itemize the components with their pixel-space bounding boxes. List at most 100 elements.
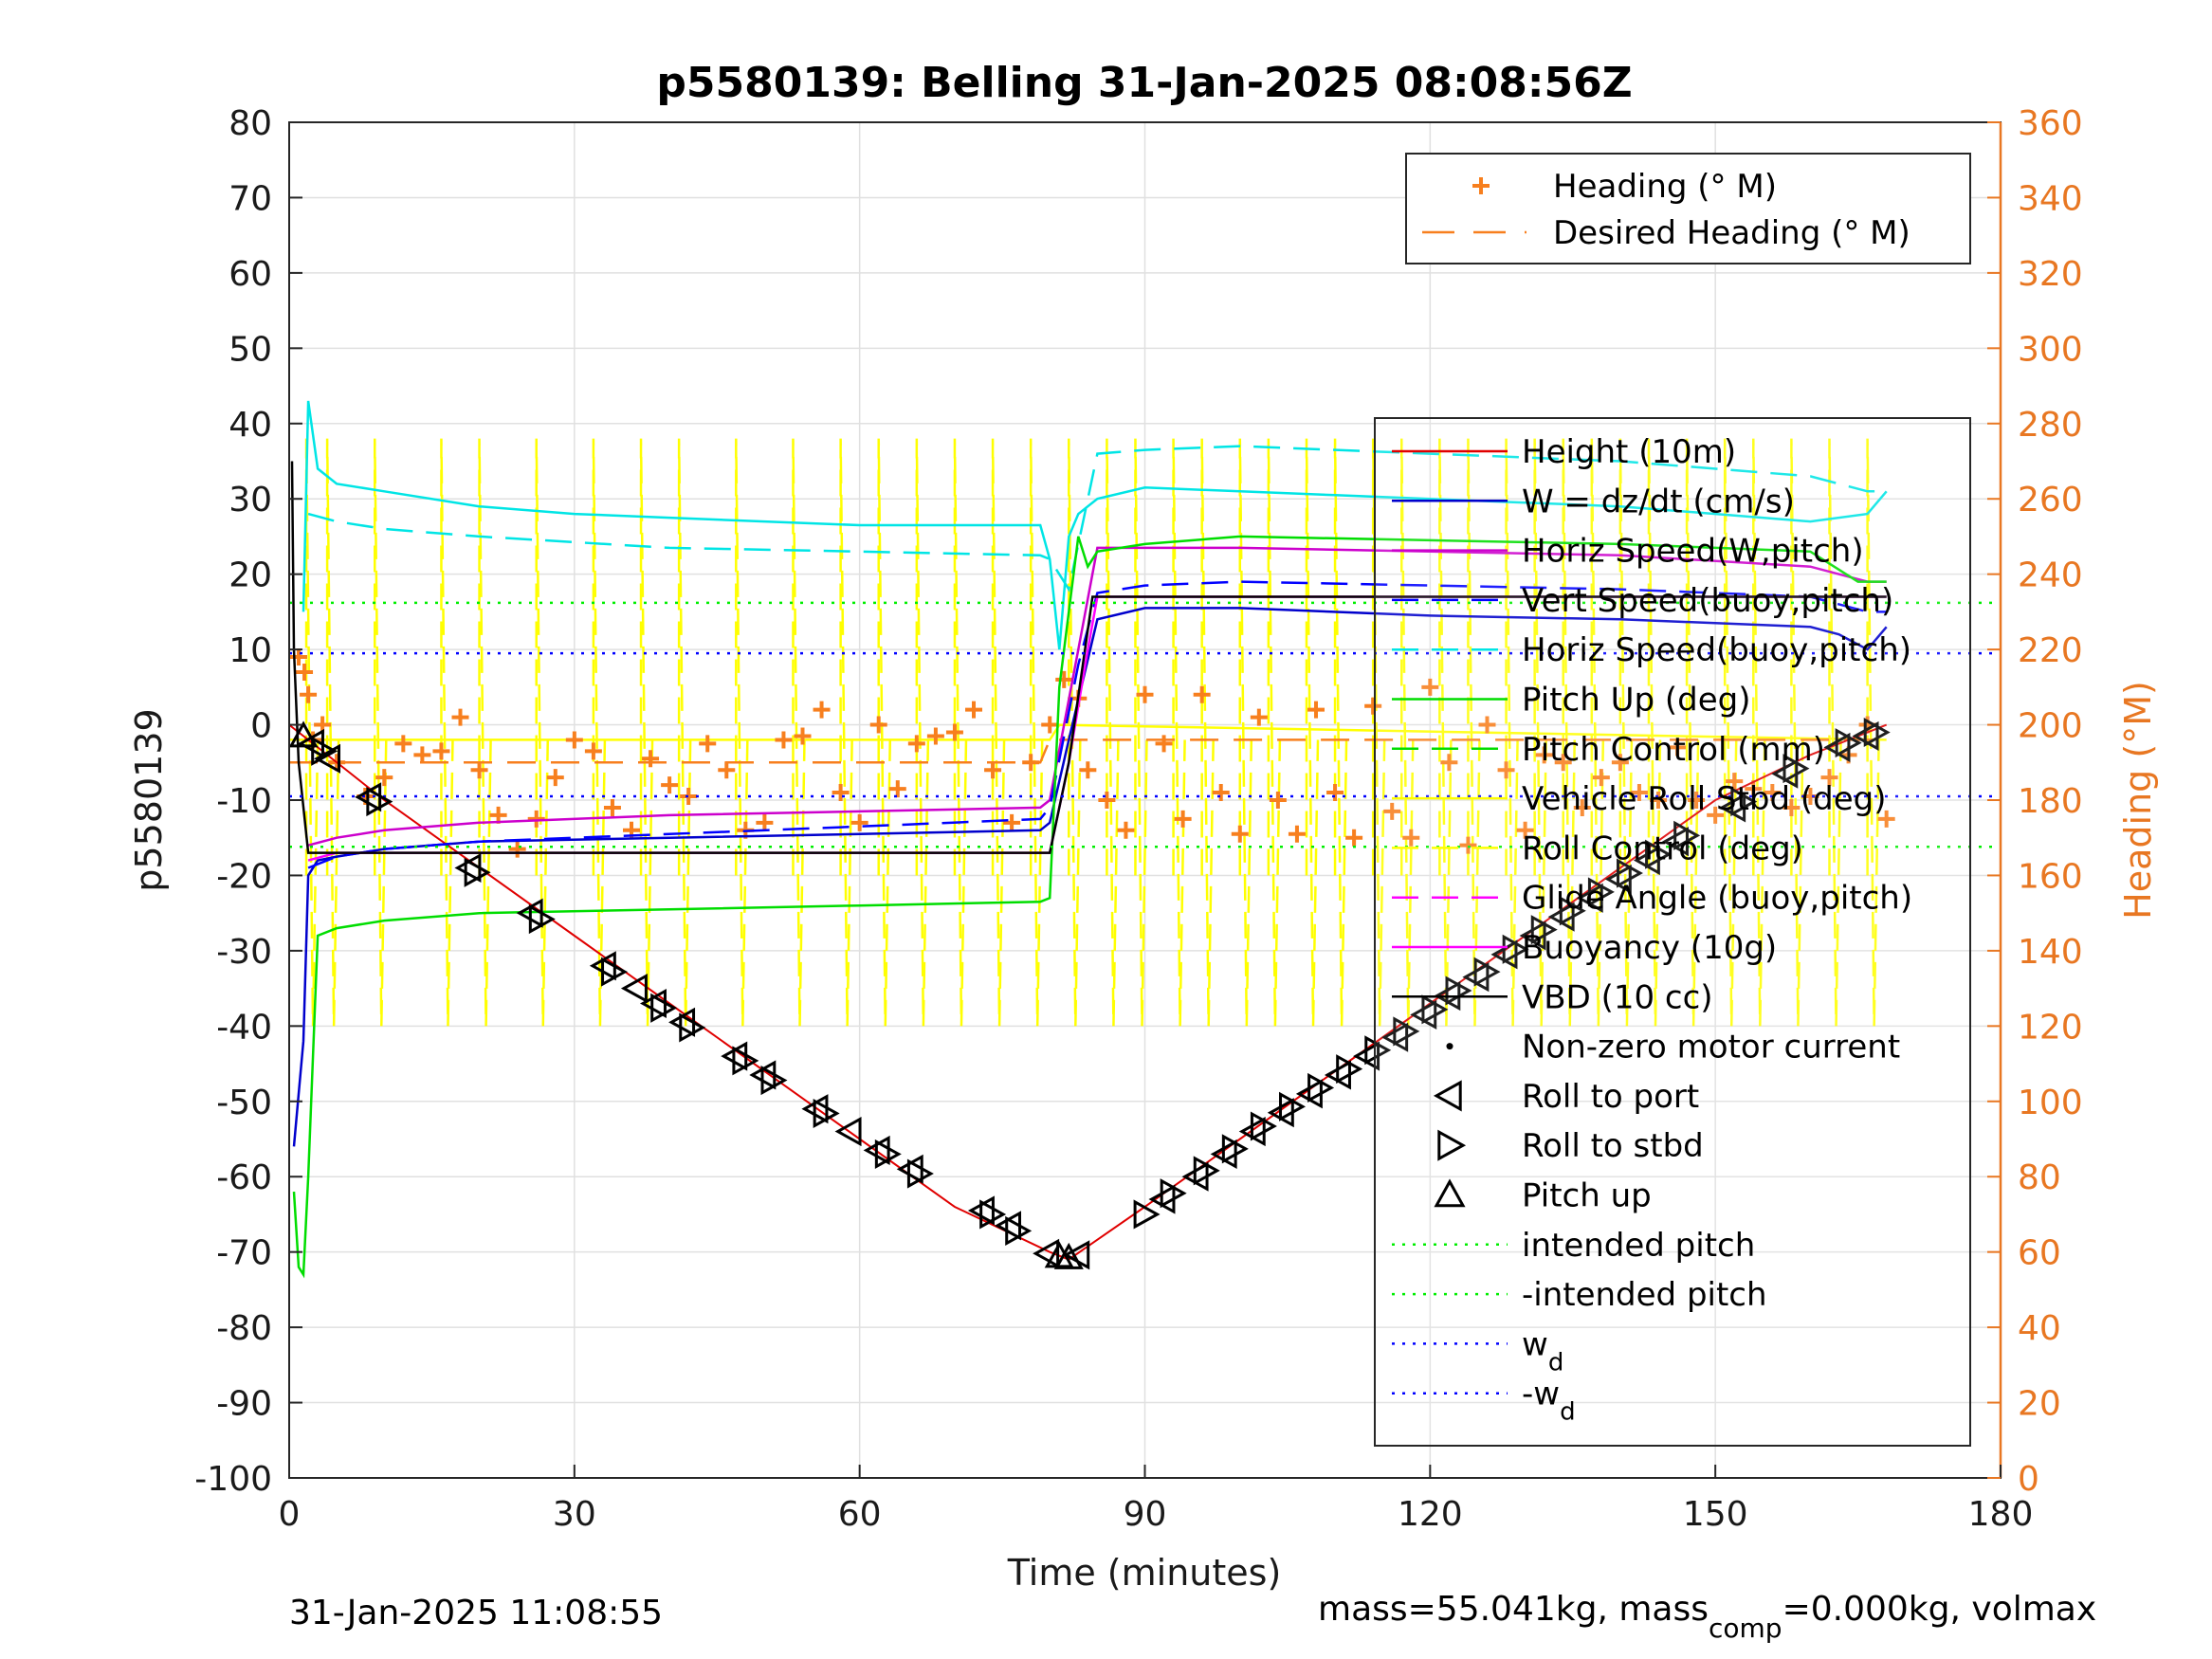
legend-main-label-text: Pitch Control (mm) <box>1522 731 1825 769</box>
heading-marker <box>413 746 431 764</box>
legend-main-label-text: Pitch up <box>1522 1177 1652 1215</box>
legend-main-label: Height (10m) <box>1522 433 1736 471</box>
heading-marker <box>1136 685 1154 703</box>
y-right-tick-label: 180 <box>2018 782 2083 821</box>
y-tick-label: 0 <box>250 707 272 746</box>
motor-marker-roll-right <box>1502 934 1529 964</box>
heading-marker <box>1707 806 1725 824</box>
heading-marker <box>1497 761 1515 779</box>
heading-marker <box>699 735 717 753</box>
legend-main-label-text: VBD (10 cc) <box>1522 978 1713 1016</box>
y-axis-label-right: Heading (°M) <box>2117 681 2159 920</box>
heading-marker <box>1459 836 1477 854</box>
y-right-tick-label: 40 <box>2018 1309 2061 1348</box>
legend-main-label-text: Buoyancy (10g) <box>1522 929 1777 967</box>
legend-main-label-text: Glide Angle (buoy,pitch) <box>1522 880 1912 918</box>
motor-marker-roll-right <box>528 903 556 935</box>
heading-marker <box>832 784 850 802</box>
series-line-vert-speed-buoy-pitch <box>307 580 1887 869</box>
legend-main-label-sub: d <box>1548 1348 1564 1376</box>
legend-main-label-text: Vert Speed(buoy,pitch) <box>1522 582 1893 620</box>
legend-main-label-text: Horiz Speed(W,pitch) <box>1522 533 1864 571</box>
heading-marker <box>1402 829 1420 847</box>
legend-main-swatch <box>1446 1043 1453 1050</box>
heading-marker <box>1688 792 1706 809</box>
series-line-horiz-speed-w-pitch <box>307 546 1887 847</box>
y-right-tick-label: 260 <box>2018 481 2083 520</box>
x-tick-label: 180 <box>1968 1495 2034 1534</box>
heading-marker <box>451 708 469 726</box>
roll-control-spike <box>478 438 492 1027</box>
y-axis-label: p5580139 <box>128 708 170 891</box>
legend-heading-label: Desired Heading (° M) <box>1553 214 1910 252</box>
y-right-tick-label: 120 <box>2018 1008 2083 1047</box>
heading-marker <box>565 731 583 749</box>
roll-control-spike <box>374 438 388 1027</box>
y-right-tick-label: 320 <box>2018 255 2083 294</box>
legend-main-label-text: -w <box>1522 1376 1560 1413</box>
legend-main-label-text: W = dz/dt (cm/s) <box>1522 483 1795 520</box>
heading-marker <box>680 788 698 806</box>
heading-marker <box>907 735 925 753</box>
motor-marker-roll-right <box>366 787 393 817</box>
roll-control-spike <box>1590 438 1605 1027</box>
legend-heading: Heading (° M) Desired Heading (° M) <box>1405 153 1971 264</box>
heading-marker <box>813 701 831 719</box>
motor-marker-roll-right <box>979 1199 1007 1230</box>
series-line-desired-heading <box>289 738 1887 764</box>
heading-marker <box>1745 780 1763 798</box>
legend-main-label: Roll to stbd <box>1522 1127 1704 1165</box>
footer-mass-sub: comp <box>1709 1613 1782 1644</box>
motor-marker-roll-right <box>1250 1111 1277 1141</box>
roll-control-spike <box>877 438 892 1027</box>
roll-control-spike <box>592 438 607 1027</box>
heading-marker <box>794 727 812 745</box>
legend-main-label: Glide Angle (buoy,pitch) <box>1522 880 1912 918</box>
heading-marker <box>926 727 944 745</box>
x-tick-label: 120 <box>1398 1495 1463 1534</box>
y-tick-label: 20 <box>229 556 272 595</box>
roll-control-spike <box>1106 438 1120 1027</box>
legend-main-label: Pitch Control (mm) <box>1522 731 1825 769</box>
legend-main-label-text: Height (10m) <box>1522 433 1736 471</box>
y-right-tick-label: 220 <box>2018 631 2083 670</box>
heading-marker <box>300 685 318 703</box>
motor-marker-roll-right <box>1364 1035 1392 1066</box>
chart-title: p5580139: Belling 31-Jan-2025 08:08:56Z <box>656 59 1632 107</box>
y-tick-label: 80 <box>229 104 272 143</box>
motor-marker-roll-right <box>1005 1215 1033 1246</box>
legend-main-box <box>1374 417 1971 1447</box>
legend-main-label: Horiz Speed(buoy,pitch) <box>1522 631 1911 669</box>
motor-marker-roll-left <box>620 974 648 1004</box>
y-right-tick-label: 20 <box>2018 1385 2061 1424</box>
heading-marker <box>1269 792 1287 809</box>
roll-control-spike <box>1267 438 1282 1027</box>
motor-marker-roll-left <box>314 743 341 774</box>
heading-marker <box>508 840 526 858</box>
heading-marker <box>1573 798 1591 816</box>
y-right-tick-label: 140 <box>2018 933 2083 972</box>
roll-control-spike <box>1647 438 1662 1027</box>
y-tick-label: -30 <box>216 933 272 972</box>
y-tick-label: -70 <box>216 1234 272 1273</box>
motor-marker-roll-left <box>1033 1238 1060 1268</box>
roll-control-spike <box>1790 438 1804 1027</box>
heading-marker <box>1421 678 1439 696</box>
y-right-tick-label: 0 <box>2018 1460 2039 1499</box>
motor-marker-roll-right <box>1730 787 1758 817</box>
series-line-horiz-speed-buoy-pitch <box>307 445 1887 592</box>
heading-marker <box>1782 798 1801 816</box>
heading-marker <box>1098 792 1116 809</box>
heading-marker <box>394 735 412 753</box>
roll-control-spike <box>1238 438 1253 1027</box>
motor-marker-roll-right <box>1835 728 1862 758</box>
heading-marker <box>1174 810 1192 828</box>
legend-main-label-text: Roll Control (deg) <box>1522 830 1803 867</box>
motor-marker-roll-right <box>1193 1156 1220 1186</box>
heading-marker <box>1307 701 1325 719</box>
heading-marker <box>432 742 450 760</box>
y-tick-label: 60 <box>229 255 272 294</box>
x-tick-label: 30 <box>553 1495 596 1534</box>
legend-heading-box <box>1405 153 1971 264</box>
heading-marker <box>1364 697 1382 715</box>
